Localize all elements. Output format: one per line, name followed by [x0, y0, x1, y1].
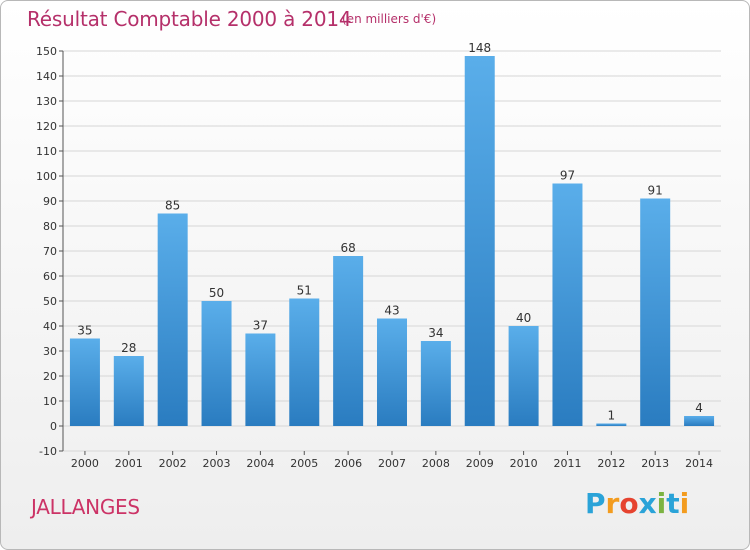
x-tick-label: 2013: [641, 457, 669, 470]
data-label-2006: 68: [340, 241, 355, 255]
logo-letter: r: [605, 487, 620, 520]
bar-2010: [508, 326, 539, 426]
data-label-2001: 28: [121, 341, 136, 355]
y-tick-label: 70: [43, 245, 57, 258]
proxiti-logo[interactable]: Proxiti: [585, 487, 689, 520]
bar-2013: [640, 198, 671, 426]
y-tick-label: 0: [50, 420, 57, 433]
bar-2012: [596, 423, 627, 426]
y-tick-label: 140: [36, 70, 57, 83]
bar-2009: [464, 56, 495, 426]
y-tick-label: 40: [43, 320, 57, 333]
x-tick-label: 2005: [290, 457, 318, 470]
bar-chart: -100102030405060708090100110120130140150…: [36, 41, 721, 470]
x-tick-label: 2007: [378, 457, 406, 470]
bar-2001: [113, 356, 144, 426]
y-tick-label: -10: [39, 445, 57, 458]
bar-2014: [684, 416, 715, 426]
logo-letter: t: [666, 487, 680, 520]
x-tick-label: 2000: [71, 457, 99, 470]
y-tick-label: 50: [43, 295, 57, 308]
bar-2008: [420, 341, 451, 426]
data-label-2002: 85: [165, 199, 180, 213]
data-label-2010: 40: [516, 311, 531, 325]
logo-letter: i: [656, 487, 667, 520]
data-label-2014: 4: [695, 401, 703, 415]
x-tick-label: 2008: [422, 457, 450, 470]
x-tick-label: 2004: [246, 457, 274, 470]
y-tick-label: 30: [43, 345, 57, 358]
bar-2004: [245, 333, 276, 426]
chart-title: Résultat Comptable 2000 à 2014: [27, 7, 352, 31]
axes: -100102030405060708090100110120130140150…: [36, 45, 713, 470]
data-label-2011: 97: [560, 169, 575, 183]
bars: [69, 56, 715, 426]
chart-subtitle: (en milliers d'€): [342, 12, 437, 26]
x-tick-label: 2006: [334, 457, 362, 470]
y-tick-label: 110: [36, 145, 57, 158]
logo-letter: P: [585, 487, 606, 520]
x-tick-label: 2011: [553, 457, 581, 470]
data-label-2007: 43: [384, 304, 399, 318]
x-tick-label: 2012: [597, 457, 625, 470]
x-tick-label: 2001: [115, 457, 143, 470]
y-tick-label: 90: [43, 195, 57, 208]
data-label-2013: 91: [648, 184, 663, 198]
y-tick-label: 130: [36, 95, 57, 108]
bar-2006: [333, 256, 364, 426]
x-tick-label: 2014: [685, 457, 713, 470]
bar-2011: [552, 183, 583, 426]
y-tick-label: 150: [36, 45, 57, 58]
bar-2005: [289, 298, 320, 426]
location-name: JALLANGES: [31, 495, 140, 519]
x-tick-label: 2003: [203, 457, 231, 470]
data-label-2004: 37: [253, 319, 268, 333]
bar-2000: [69, 338, 100, 426]
y-tick-label: 20: [43, 370, 57, 383]
data-label-2009: 148: [468, 41, 491, 55]
y-tick-label: 120: [36, 120, 57, 133]
data-label-2005: 51: [297, 284, 312, 298]
logo-letter: i: [679, 487, 690, 520]
y-tick-label: 60: [43, 270, 57, 283]
y-tick-label: 10: [43, 395, 57, 408]
logo-letter: o: [619, 487, 639, 520]
labels: 35 28 85 50 37 51 68 43 34 148 40 97 1 91 4: [77, 41, 703, 423]
y-tick-label: 100: [36, 170, 57, 183]
x-tick-label: 2010: [510, 457, 538, 470]
y-tick-label: 80: [43, 220, 57, 233]
x-tick-label: 2002: [159, 457, 187, 470]
bar-2003: [201, 301, 232, 426]
bar-2007: [377, 318, 407, 426]
x-tick-label: 2009: [466, 457, 494, 470]
logo-letter: x: [638, 487, 657, 520]
data-label-2003: 50: [209, 286, 224, 300]
data-label-2000: 35: [77, 324, 92, 338]
data-label-2008: 34: [428, 326, 443, 340]
bar-2002: [157, 213, 188, 426]
data-label-2012: 1: [608, 409, 616, 423]
